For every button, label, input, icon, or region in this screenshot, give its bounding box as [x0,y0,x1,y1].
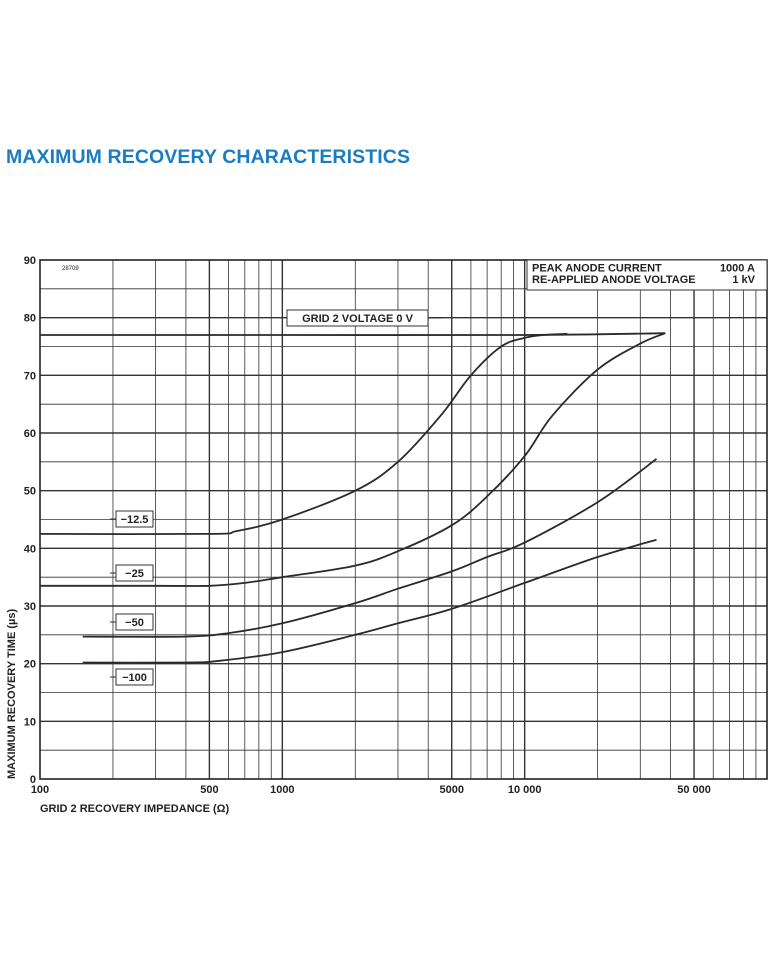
series-labels: GRID 2 VOLTAGE 0 V −12.5 −25 −50 −100 [110,309,442,686]
condition-label-current: PEAK ANODE CURRENT [532,263,662,275]
y-tick-label: 50 [24,486,36,498]
series-100-label-box [115,668,154,686]
x-tick-label: 50 000 [677,784,711,796]
axes: 0 10 20 30 40 50 60 70 80 90 100 500 1000 5000 10 000 5… [24,255,768,796]
series-0v-label-box [286,309,429,327]
x-tick-label: 5000 [439,784,463,796]
series-50-label: −50 [125,617,144,629]
x-axis-label: GRID 2 RECOVERY IMPEDANCE (Ω) [40,803,229,815]
series-25-label-box [115,564,154,582]
series-50-line [82,458,658,638]
y-tick-label: 80 [24,313,36,325]
series-12-5-label: −12.5 [121,514,149,526]
series-12-5-label-box [115,510,154,528]
x-tick-label: 1000 [270,784,294,796]
series-100-line [82,538,657,664]
series-25-label: −25 [125,568,144,580]
y-tick-label: 10 [24,716,36,728]
condition-value-current: 1000 A [720,263,755,275]
y-axis-label: MAXIMUM RECOVERY TIME (µs) [6,609,18,779]
x-tick-label: 10 000 [508,784,542,796]
y-tick-label: 40 [24,543,36,555]
y-tick-label: 0 [30,774,36,786]
y-tick-label: 70 [24,370,36,382]
y-tick-label: 20 [24,659,36,671]
series-50-label-box [115,613,154,631]
figure-id: 28709 [62,266,79,272]
page-title: MAXIMUM RECOVERY CHARACTERISTICS [6,146,411,168]
y-tick-label: 30 [24,601,36,613]
condition-label-voltage: RE-APPLIED ANODE VOLTAGE [532,274,696,286]
series-0v-label: GRID 2 VOLTAGE 0 V [302,313,413,325]
conditions-box: PEAK ANODE CURRENT 1000 A RE-APPLIED ANO… [526,259,768,291]
series-12-5-line [39,332,568,536]
grid [40,260,767,779]
series-0v-line [40,332,666,337]
plot-frame [39,259,768,780]
series-100-label: −100 [122,672,147,684]
series [39,332,666,664]
x-tick-label: 500 [200,784,218,796]
series-25-line [40,332,666,587]
conditions-frame [526,259,768,291]
x-tick-label: 100 [31,784,49,796]
y-tick-label: 90 [24,255,36,267]
condition-value-voltage: 1 kV [732,274,755,286]
y-tick-label: 60 [24,428,36,440]
